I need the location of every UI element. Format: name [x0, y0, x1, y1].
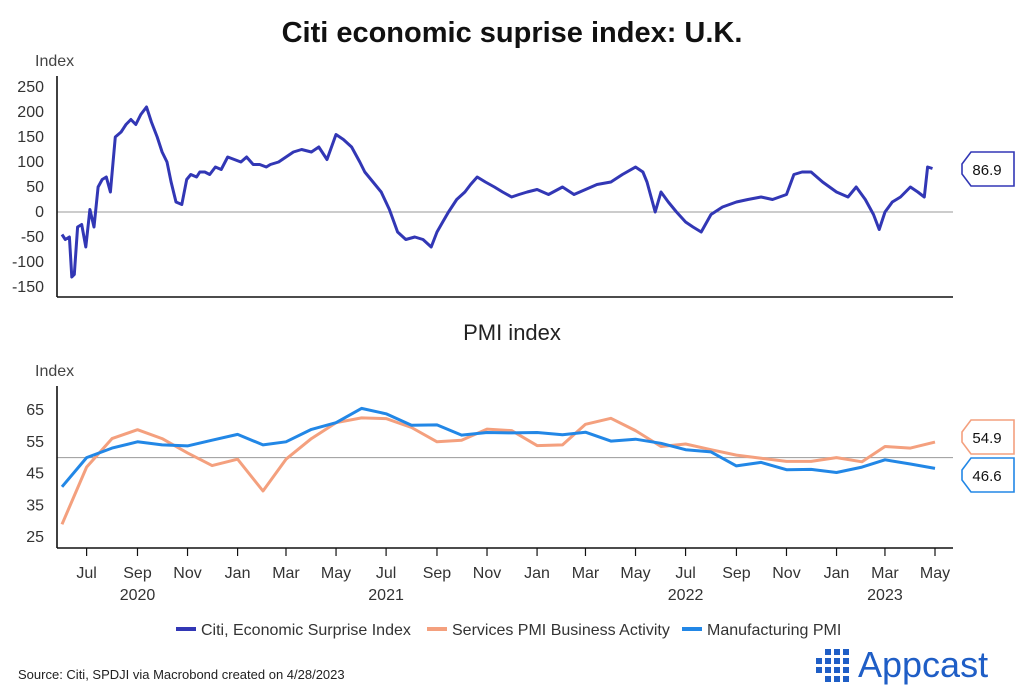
- logo-dot: [816, 658, 822, 664]
- legend-item-manufacturing: Manufacturing PMI: [682, 622, 841, 639]
- top-y-tick-label: 250: [17, 79, 44, 96]
- citi-callout-box: [961, 151, 1015, 187]
- x-tick-month: Sep: [123, 565, 152, 582]
- bottom-y-tick-label: 25: [26, 529, 44, 546]
- logo-dot: [816, 667, 822, 673]
- logo-dot: [825, 658, 831, 664]
- x-tick-month: May: [920, 565, 950, 582]
- top-y-tick-label: 0: [35, 204, 44, 221]
- citi-series-line: [60, 105, 933, 279]
- logo-dot: [834, 649, 840, 655]
- logo-dot: [843, 658, 849, 664]
- top-y-axis-label: Index: [35, 53, 74, 70]
- x-tick-month: Jan: [225, 565, 251, 582]
- legend-label-citi: Citi, Economic Surprise Index: [201, 622, 411, 639]
- manufacturing-series-line: [60, 406, 936, 488]
- top-y-tick-label: -100: [12, 254, 44, 271]
- x-tick-year: 2021: [368, 587, 404, 604]
- services-callout-box: [961, 419, 1015, 455]
- logo-dot: [825, 667, 831, 673]
- logo-dot: [843, 676, 849, 682]
- manufacturing-callout-box: [961, 457, 1015, 493]
- services-series-line: [60, 416, 936, 525]
- x-tick-month: Jan: [824, 565, 850, 582]
- logo-dot: [843, 667, 849, 673]
- appcast-logo-icon: [816, 649, 849, 682]
- services-callout: 54.9: [961, 419, 1015, 455]
- logo-dot: [834, 676, 840, 682]
- logo-dot: [834, 667, 840, 673]
- citi-panel: Index -150 -100 -50 0 50 100 150 200 250 86.9: [12, 53, 1015, 298]
- pmi-panel: Index 25 35 45 55 65 Jul Sep Nov Jan Mar May Jul Se…: [26, 363, 1015, 604]
- legend-item-citi: Citi, Economic Surprise Index: [176, 622, 411, 639]
- bottom-y-ticks: 25 35 45 55 65: [26, 402, 44, 546]
- top-y-tick-label: 100: [17, 154, 44, 171]
- x-tick-month: Jan: [524, 565, 550, 582]
- x-tick-month: Mar: [572, 565, 600, 582]
- bottom-y-tick-label: 65: [26, 402, 44, 419]
- legend-label-manufacturing: Manufacturing PMI: [707, 622, 841, 639]
- logo-dot: [843, 649, 849, 655]
- top-y-ticks: -150 -100 -50 0 50 100 150 200 250: [12, 79, 44, 296]
- x-tick-month: Jul: [376, 565, 396, 582]
- x-tick-year: 2020: [120, 587, 156, 604]
- x-tick-month: Sep: [722, 565, 751, 582]
- logo-dot: [825, 676, 831, 682]
- x-tick-month: Nov: [772, 565, 800, 582]
- x-tick-month: Nov: [173, 565, 201, 582]
- legend-label-services: Services PMI Business Activity: [452, 622, 670, 639]
- bottom-y-axis-label: Index: [35, 363, 74, 380]
- top-y-tick-label: -150: [12, 279, 44, 296]
- x-tick-month: Mar: [871, 565, 899, 582]
- x-tick-month: Nov: [473, 565, 501, 582]
- logo-dot: [834, 658, 840, 664]
- source-note: Source: Citi, SPDJI via Macrobond create…: [18, 667, 345, 682]
- legend: Citi, Economic Surprise Index Services P…: [176, 622, 841, 639]
- bottom-y-tick-label: 55: [26, 434, 44, 451]
- x-tick-month: May: [321, 565, 351, 582]
- logo-dot: [825, 649, 831, 655]
- x-ticks: Jul Sep Nov Jan Mar May Jul Sep Nov Jan Mar May Jul S…: [76, 548, 950, 604]
- legend-item-services: Services PMI Business Activity: [427, 622, 670, 639]
- top-y-tick-label: 50: [26, 179, 44, 196]
- chart-title: Citi economic suprise index: U.K.: [282, 17, 743, 49]
- top-y-tick-label: 150: [17, 129, 44, 146]
- brand-logo: Appcast: [816, 644, 988, 685]
- top-y-tick-label: 200: [17, 104, 44, 121]
- x-tick-year: 2022: [668, 587, 704, 604]
- x-tick-month: Mar: [272, 565, 300, 582]
- pmi-panel-title: PMI index: [463, 320, 561, 345]
- brand-name: Appcast: [858, 644, 988, 685]
- x-tick-year: 2023: [867, 587, 903, 604]
- services-callout-value: 54.9: [972, 430, 1001, 447]
- x-tick-month: Jul: [76, 565, 96, 582]
- manufacturing-callout-value: 46.6: [972, 468, 1001, 485]
- x-tick-month: May: [620, 565, 650, 582]
- x-tick-month: Jul: [675, 565, 695, 582]
- bottom-y-tick-label: 45: [26, 466, 44, 483]
- top-y-tick-label: -50: [21, 229, 44, 246]
- citi-callout: 86.9: [961, 151, 1015, 187]
- manufacturing-callout: 46.6: [961, 457, 1015, 493]
- bottom-y-tick-label: 35: [26, 497, 44, 514]
- citi-callout-value: 86.9: [972, 162, 1001, 179]
- x-tick-month: Sep: [423, 565, 452, 582]
